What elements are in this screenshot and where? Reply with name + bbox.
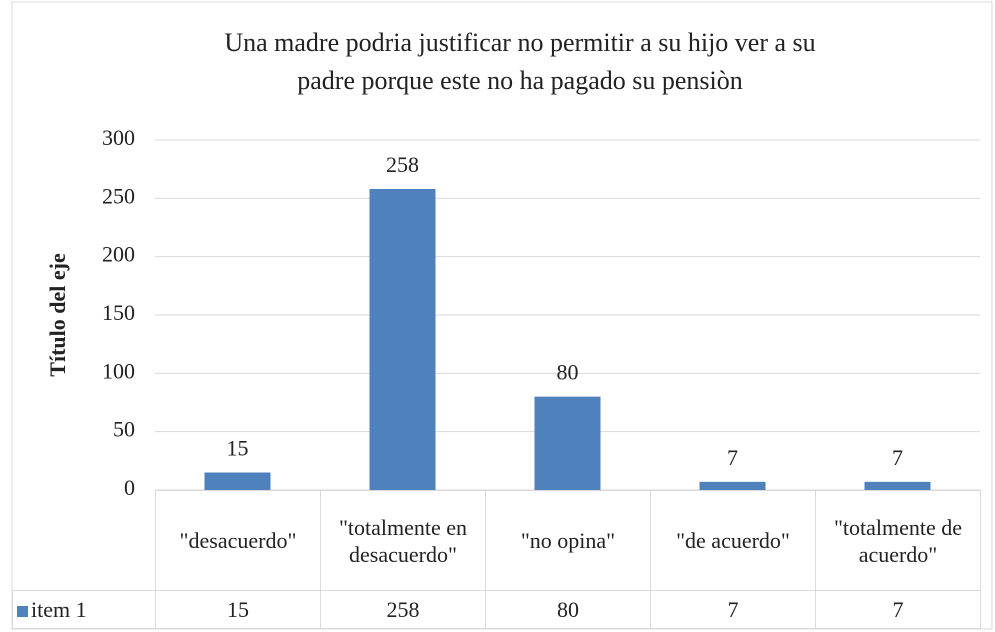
table-value: 15 bbox=[155, 590, 321, 629]
table-value: 7 bbox=[815, 590, 981, 629]
bar bbox=[369, 189, 436, 490]
data-table: "desacuerdo" "totalmente en desacuerdo" "n… bbox=[12, 490, 981, 629]
chart-border bbox=[11, 1, 993, 630]
table-value: 7 bbox=[650, 590, 816, 629]
bar bbox=[534, 396, 601, 490]
y-tick-label: 200 bbox=[102, 242, 135, 267]
data-label: 258 bbox=[386, 152, 419, 177]
legend-entry: item 1 bbox=[12, 590, 156, 629]
y-tick-label: 250 bbox=[102, 183, 135, 208]
data-label: 7 bbox=[892, 445, 903, 470]
x-tick-label: "totalmente de acuerdo" bbox=[815, 490, 981, 591]
data-label: 15 bbox=[227, 436, 249, 461]
blank-cell bbox=[12, 490, 156, 591]
chart-title: Una madre podria justificar no permitir … bbox=[224, 28, 815, 57]
x-tick-label: "desacuerdo" bbox=[155, 490, 321, 591]
chart-title: padre porque este no ha pagado su pensiò… bbox=[297, 66, 742, 95]
table-value: 80 bbox=[485, 590, 651, 629]
bar bbox=[204, 472, 271, 490]
series-row: item 1 15 258 80 7 7 bbox=[12, 590, 981, 629]
y-tick-label: 0 bbox=[124, 475, 135, 500]
legend-label: item 1 bbox=[31, 596, 87, 622]
y-tick-label: 50 bbox=[113, 417, 135, 442]
x-tick-label: "totalmente en desacuerdo" bbox=[320, 490, 486, 591]
legend-swatch bbox=[17, 605, 28, 617]
x-tick-label: "no opina" bbox=[485, 490, 651, 591]
bar bbox=[699, 481, 766, 490]
y-tick-label: 100 bbox=[102, 358, 135, 383]
bar bbox=[864, 481, 931, 490]
data-label: 80 bbox=[557, 360, 579, 385]
x-tick-label: "de acuerdo" bbox=[650, 490, 816, 591]
y-tick-label: 300 bbox=[102, 125, 135, 150]
table-value: 258 bbox=[320, 590, 486, 629]
category-row: "desacuerdo" "totalmente en desacuerdo" "n… bbox=[12, 490, 981, 591]
data-label: 7 bbox=[727, 445, 738, 470]
y-tick-label: 150 bbox=[102, 300, 135, 325]
y-axis-title: Título del eje bbox=[45, 253, 70, 377]
